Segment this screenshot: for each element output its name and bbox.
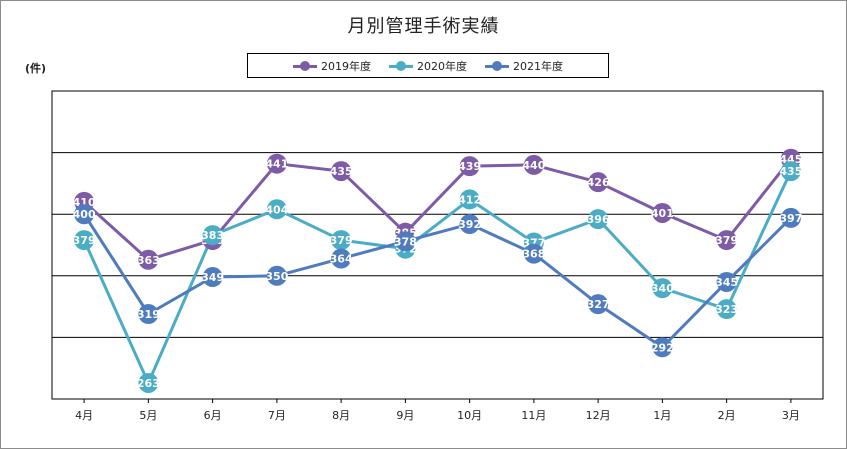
data-label: 404 [265,203,288,216]
series-line-2 [82,213,792,349]
data-point [395,231,416,252]
data-label: 263 [137,377,160,390]
data-label: 340 [651,282,674,295]
x-tick-label: 11月 [521,409,546,422]
data-label: 401 [651,207,674,220]
x-tick-label: 12月 [586,409,611,422]
data-label: 379 [73,234,96,247]
data-point [266,153,287,174]
x-tick-label: 3月 [782,409,800,422]
plot-area-border [51,90,824,400]
data-label: 439 [458,160,481,173]
data-point [716,299,737,320]
legend-swatch-2021 [485,60,509,71]
data-point [716,230,737,251]
legend-item-2020: 2020年度 [389,58,467,74]
data-point [523,154,544,175]
legend-label-2020: 2020年度 [417,59,467,73]
data-point [716,271,737,292]
data-label: 440 [522,159,545,172]
data-point [780,161,801,182]
data-label: 350 [265,270,288,283]
legend-swatch-2020 [389,60,413,71]
data-point [588,209,609,230]
data-label: 368 [522,248,545,261]
data-label: 441 [265,158,288,171]
data-point [459,156,480,177]
legend-item-2021: 2021年度 [485,58,563,74]
data-label: 445 [779,153,802,166]
data-point [331,161,352,182]
data-label: 412 [458,193,481,206]
data-label: 364 [330,253,353,266]
data-label: 426 [587,176,610,189]
chart-legend: 2019年度 2020年度 2021年度 [247,53,609,78]
data-label: 435 [779,165,802,178]
data-label: 379 [715,234,738,247]
data-label: 319 [137,308,160,321]
data-label: 345 [715,276,738,289]
data-label: 327 [587,298,610,311]
data-label: 378 [394,235,417,248]
data-point [138,372,159,393]
data-point [459,214,480,235]
x-tick-label: 6月 [204,409,222,422]
data-point [266,265,287,286]
data-label: 379 [330,234,353,247]
data-point [202,225,223,246]
x-tick-label: 8月 [332,409,350,422]
data-point [74,230,95,251]
data-point [138,249,159,270]
data-point [652,202,673,223]
data-label: 396 [587,213,610,226]
data-point [266,199,287,220]
legend-label-2021: 2021年度 [513,59,563,73]
data-point [331,230,352,251]
data-label: 397 [779,212,802,225]
x-tick-label: 1月 [653,409,671,422]
y-axis-unit-label: (件) [25,62,47,75]
data-label: 323 [715,303,738,316]
data-point [652,278,673,299]
data-point [202,267,223,288]
data-label: 292 [651,341,674,354]
x-tick-label: 9月 [396,409,414,422]
data-label: 392 [458,218,481,231]
data-point [523,243,544,264]
data-point [459,189,480,210]
data-point [780,207,801,228]
legend-item-2019: 2019年度 [293,58,371,74]
data-label: 435 [330,165,353,178]
legend-swatch-2019 [293,60,317,71]
data-point [74,204,95,225]
series-line-0 [83,157,793,262]
data-label: 410 [73,196,96,209]
series-line-1 [82,170,793,385]
x-tick-label: 2月 [718,409,736,422]
data-point [588,294,609,315]
data-label: 400 [73,208,96,221]
data-point [652,337,673,358]
x-tick-label: 4月 [75,409,93,422]
data-label: 349 [201,271,224,284]
data-point [588,172,609,193]
data-label: 363 [137,254,160,267]
data-label: 383 [201,229,224,242]
data-point [331,248,352,269]
legend-label-2019: 2019年度 [321,59,371,73]
x-tick-label: 10月 [457,409,482,422]
x-tick-label: 5月 [139,409,157,422]
x-tick-label: 7月 [268,409,286,422]
data-point [138,303,159,324]
chart-title: 月別管理手術実績 [347,16,500,37]
